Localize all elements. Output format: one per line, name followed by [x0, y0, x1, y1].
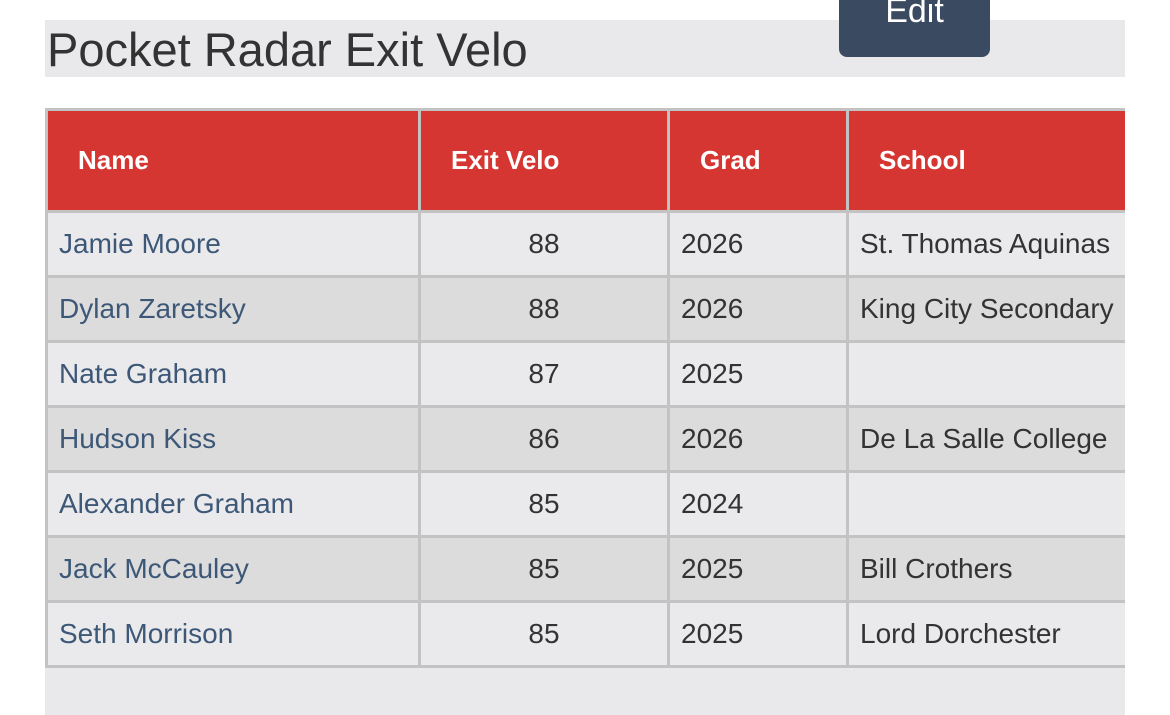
column-header[interactable]: Exit Velo: [418, 108, 670, 213]
table-cell: 85: [418, 600, 670, 668]
column-header[interactable]: Name: [45, 108, 421, 213]
table-cell: 2026: [667, 405, 849, 473]
player-link[interactable]: Nate Graham: [45, 340, 421, 408]
table-cell: 2025: [667, 535, 849, 603]
player-link[interactable]: Jamie Moore: [45, 210, 421, 278]
column-header[interactable]: School: [846, 108, 1125, 213]
table-cell: 2026: [667, 275, 849, 343]
table-row: Seth Morrison 85 2025 Lord Dorchester: [45, 600, 1125, 668]
table: Name Exit Velo Grad School Jamie Moore 88 202…: [45, 108, 1125, 668]
edit-button[interactable]: Edit: [839, 0, 990, 57]
player-link[interactable]: Seth Morrison: [45, 600, 421, 668]
table-row: Nate Graham 87 2025: [45, 340, 1125, 408]
player-link[interactable]: Alexander Graham: [45, 470, 421, 538]
table-cell: St. Thomas Aquinas: [846, 210, 1125, 278]
table-cell: 85: [418, 470, 670, 538]
table-cell: De La Salle College: [846, 405, 1125, 473]
table-container: Name Exit Velo Grad School Jamie Moore 88 202…: [45, 108, 1125, 715]
player-link[interactable]: Dylan Zaretsky: [45, 275, 421, 343]
table-row: Jack McCauley 85 2025 Bill Crothers: [45, 535, 1125, 603]
table-cell: 2026: [667, 210, 849, 278]
table-cell: 87: [418, 340, 670, 408]
player-link[interactable]: Jack McCauley: [45, 535, 421, 603]
table-cell: [846, 470, 1125, 538]
table-cell: 2025: [667, 600, 849, 668]
page-title: Pocket Radar Exit Velo: [47, 23, 528, 76]
table-cell: King City Secondary: [846, 275, 1125, 343]
table-cell: 85: [418, 535, 670, 603]
column-header[interactable]: Grad: [667, 108, 849, 213]
table-cell: 2025: [667, 340, 849, 408]
player-link[interactable]: Hudson Kiss: [45, 405, 421, 473]
table-row: Jamie Moore 88 2026 St. Thomas Aquinas: [45, 210, 1125, 278]
table-cell: 88: [418, 210, 670, 278]
header-row: Name Exit Velo Grad School: [45, 108, 1125, 213]
table-cell: Lord Dorchester: [846, 600, 1125, 668]
table-row: Alexander Graham 85 2024: [45, 470, 1125, 538]
table-cell: [846, 340, 1125, 408]
table-row: Dylan Zaretsky 88 2026 King City Secondary: [45, 275, 1125, 343]
table-cell: Bill Crothers: [846, 535, 1125, 603]
table-cell: 88: [418, 275, 670, 343]
table-row: Hudson Kiss 86 2026 De La Salle College: [45, 405, 1125, 473]
table-cell: 2024: [667, 470, 849, 538]
table-cell: 86: [418, 405, 670, 473]
